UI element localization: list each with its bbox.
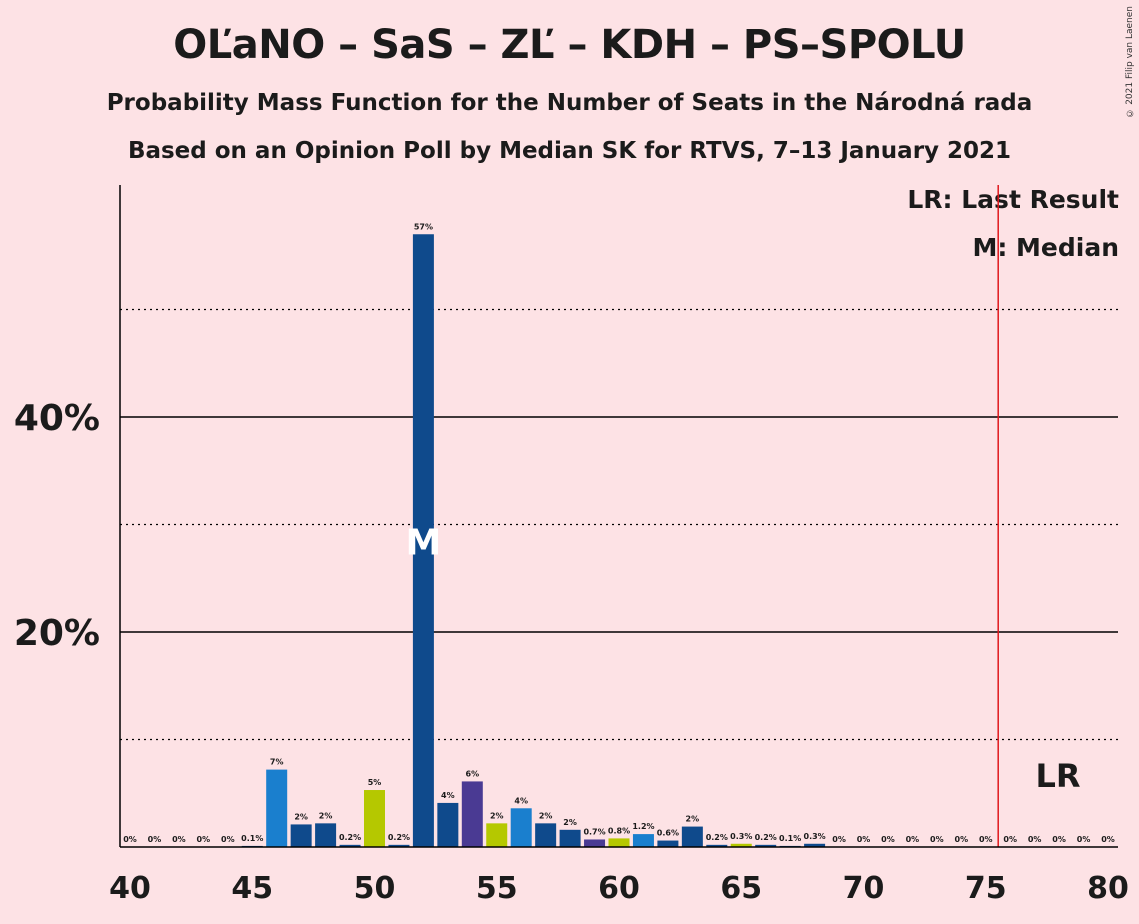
x-tick-label: 80 xyxy=(1087,871,1129,906)
bar-label: 0% xyxy=(197,835,211,844)
bar-label: 0.6% xyxy=(657,829,679,838)
bar-seat-48 xyxy=(315,823,337,847)
legend-last-result: LR: Last Result xyxy=(907,185,1119,214)
bar-label: 0.7% xyxy=(583,827,605,836)
bar-label: 2% xyxy=(539,811,553,820)
bar-seat-66 xyxy=(755,844,777,847)
bar-label: 0% xyxy=(1077,835,1091,844)
x-tick-label: 60 xyxy=(598,871,640,906)
chart-subtitle: Probability Mass Function for the Number… xyxy=(106,90,1033,116)
bar-label: 0% xyxy=(172,835,186,844)
bar-seat-61 xyxy=(632,834,654,847)
bar-label: 0% xyxy=(1052,835,1066,844)
bar-label: 5% xyxy=(368,778,382,787)
bar-label: 0% xyxy=(148,835,162,844)
bar-label: 0% xyxy=(930,835,944,844)
bar-seat-60 xyxy=(608,838,630,847)
bar-label: 0.1% xyxy=(779,834,801,843)
bar-seat-56 xyxy=(510,808,532,847)
bar-label: 2% xyxy=(686,815,700,824)
bar-label: 0% xyxy=(1003,835,1017,844)
bar-seat-58 xyxy=(559,829,581,847)
x-tick-label: 50 xyxy=(354,871,396,906)
bar-label: 0% xyxy=(979,835,993,844)
bar-label: 0% xyxy=(955,835,969,844)
bar-seat-46 xyxy=(266,769,288,847)
bar-label: 0% xyxy=(832,835,846,844)
bar-label: 2% xyxy=(294,812,308,821)
bar-label: 0.8% xyxy=(608,826,630,835)
bar-label: 0.3% xyxy=(730,832,752,841)
y-tick-label: 20% xyxy=(14,613,100,654)
bar-seat-57 xyxy=(535,823,557,847)
bar-label: 0% xyxy=(857,835,871,844)
bar-seat-54 xyxy=(461,781,483,847)
bar-seat-55 xyxy=(486,823,508,847)
median-marker: M xyxy=(405,523,441,564)
bar-label: 0% xyxy=(221,835,235,844)
bar-label: 0% xyxy=(1101,835,1115,844)
bar-label: 0.3% xyxy=(804,832,826,841)
bar-label: 0.2% xyxy=(706,833,728,842)
bar-label: 2% xyxy=(319,811,333,820)
bar-seat-49 xyxy=(339,844,361,847)
legend-median: M: Median xyxy=(972,233,1119,262)
bar-seat-62 xyxy=(657,840,679,847)
y-tick-label: 40% xyxy=(14,398,100,439)
bar-label: 0.1% xyxy=(241,834,263,843)
bar-label: 0% xyxy=(1028,835,1042,844)
bar-seat-65 xyxy=(730,843,752,847)
bar-label: 0% xyxy=(123,835,137,844)
bar-label: 57% xyxy=(414,222,433,231)
x-tick-label: 40 xyxy=(109,871,151,906)
chart-title: OĽaNO – SaS – ZĽ – KDH – PS–SPOLU xyxy=(173,22,966,68)
bar-seat-53 xyxy=(437,802,459,847)
bar-seat-51 xyxy=(388,844,410,847)
bar-seat-52 xyxy=(412,234,434,847)
bar-label: 0% xyxy=(881,835,895,844)
bar-label: 4% xyxy=(441,791,455,800)
x-tick-label: 45 xyxy=(231,871,273,906)
bar-label: 0.2% xyxy=(755,833,777,842)
last-result-marker: LR xyxy=(1035,757,1080,795)
bar-seat-63 xyxy=(681,826,703,847)
bar-seat-64 xyxy=(706,844,728,847)
x-tick-label: 75 xyxy=(965,871,1007,906)
bar-label: 6% xyxy=(466,769,480,778)
bar-label: 7% xyxy=(270,758,284,767)
bar-seat-50 xyxy=(364,790,385,847)
bar-label: 1.2% xyxy=(632,822,654,831)
bar-label: 2% xyxy=(490,811,504,820)
x-tick-label: 65 xyxy=(720,871,762,906)
chart-subtitle-source: Based on an Opinion Poll by Median SK fo… xyxy=(127,138,1012,164)
x-tick-label: 70 xyxy=(843,871,885,906)
bar-seat-68 xyxy=(804,843,826,847)
x-tick-label: 55 xyxy=(476,871,518,906)
bar-label: 0.2% xyxy=(388,833,410,842)
bar-label: 0% xyxy=(906,835,920,844)
bar-seat-47 xyxy=(290,824,312,847)
bar-label: 0.2% xyxy=(339,833,361,842)
bar-seat-59 xyxy=(584,839,606,847)
bar-label: 4% xyxy=(514,796,528,805)
bar-label: 2% xyxy=(563,818,577,827)
